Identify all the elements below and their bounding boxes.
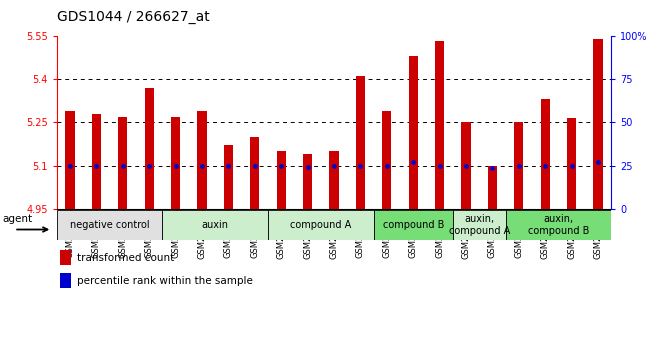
Bar bbox=[462, 122, 471, 209]
Bar bbox=[540, 99, 550, 209]
Bar bbox=[453, 210, 506, 240]
Bar bbox=[118, 117, 128, 209]
Text: auxin,
compound A: auxin, compound A bbox=[449, 214, 510, 236]
Bar bbox=[382, 111, 391, 209]
Bar bbox=[57, 210, 162, 240]
Text: agent: agent bbox=[3, 214, 33, 224]
Bar bbox=[277, 151, 286, 209]
Bar bbox=[593, 39, 603, 209]
Text: GDS1044 / 266627_at: GDS1044 / 266627_at bbox=[57, 10, 210, 24]
Bar bbox=[65, 111, 75, 209]
Bar bbox=[409, 56, 418, 209]
Bar bbox=[197, 111, 206, 209]
Text: transformed count: transformed count bbox=[77, 253, 174, 263]
Bar bbox=[373, 210, 453, 240]
Text: percentile rank within the sample: percentile rank within the sample bbox=[77, 276, 253, 286]
Bar bbox=[329, 151, 339, 209]
Text: negative control: negative control bbox=[69, 220, 150, 230]
Bar bbox=[506, 210, 611, 240]
Bar bbox=[162, 210, 268, 240]
Bar bbox=[60, 250, 71, 265]
Text: compound A: compound A bbox=[290, 220, 351, 230]
Text: compound B: compound B bbox=[383, 220, 444, 230]
Bar bbox=[567, 118, 576, 209]
Bar bbox=[144, 88, 154, 209]
Bar bbox=[488, 166, 497, 209]
Text: auxin,
compound B: auxin, compound B bbox=[528, 214, 589, 236]
Bar bbox=[250, 137, 259, 209]
Text: auxin: auxin bbox=[202, 220, 228, 230]
Bar bbox=[514, 122, 524, 209]
Bar bbox=[303, 154, 312, 209]
Bar bbox=[268, 210, 373, 240]
Bar bbox=[356, 77, 365, 209]
Bar bbox=[171, 117, 180, 209]
Bar bbox=[60, 273, 71, 288]
Bar bbox=[224, 146, 233, 209]
Bar bbox=[435, 40, 444, 209]
Bar bbox=[92, 114, 101, 209]
